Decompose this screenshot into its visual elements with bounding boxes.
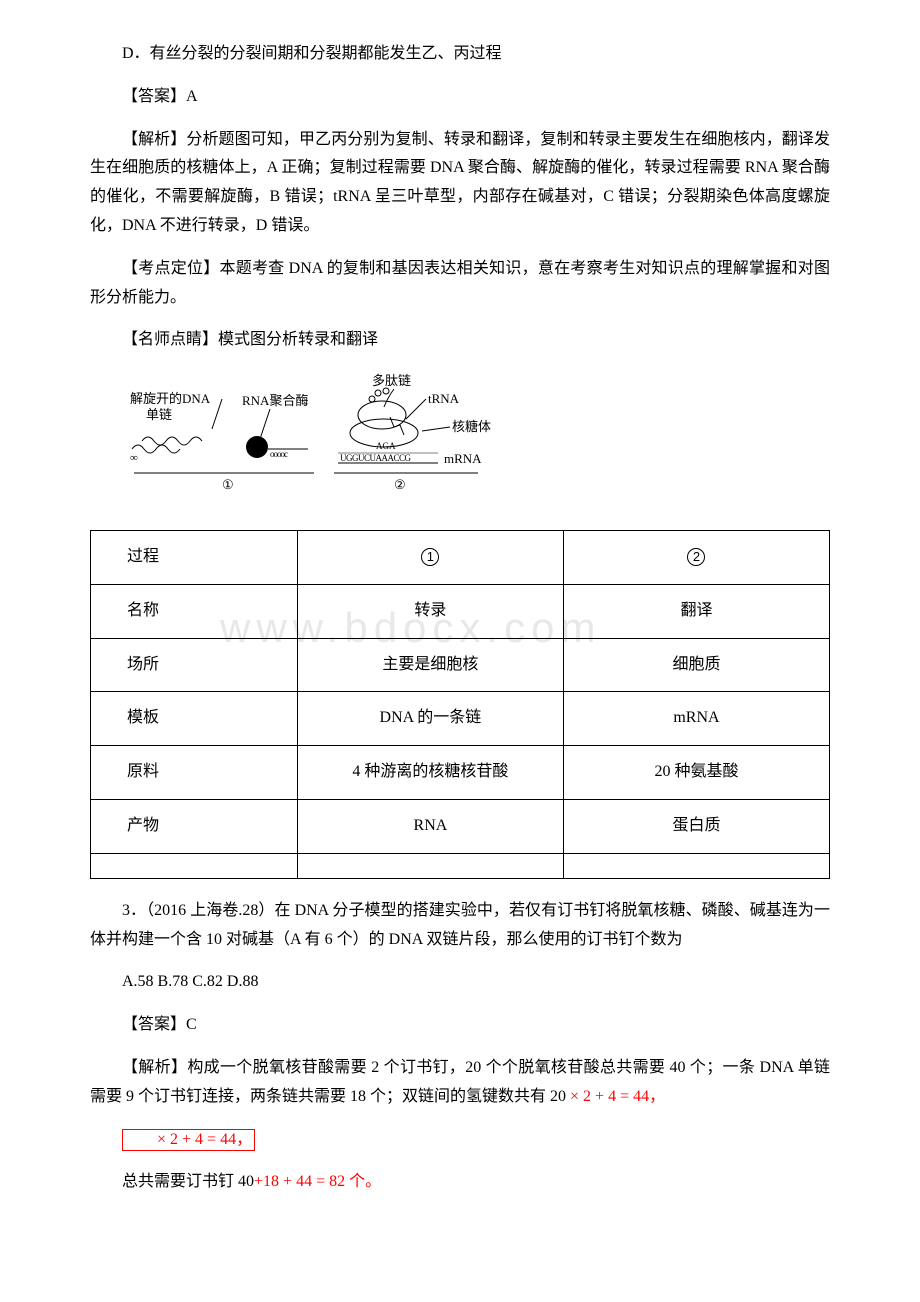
table-cell-col1: DNA 的一条链 <box>297 692 563 746</box>
teacher-note-para: 【名师点睛】模式图分析转录和翻译 <box>90 326 830 355</box>
table-cell-col1: 4 种游离的核糖核苷酸 <box>297 746 563 800</box>
table-row: 原料4 种游离的核糖核苷酸20 种氨基酸 <box>91 746 830 800</box>
svg-text:ooooc: ooooc <box>270 449 288 459</box>
label-unwound: 解旋开的DNA <box>130 391 211 406</box>
explanation-para: 【解析】分析题图可知，甲乙丙分别为复制、转录和翻译，复制和转录主要发生在细胞核内… <box>90 126 830 241</box>
table-row: 场所主要是细胞核细胞质 <box>91 638 830 692</box>
answer-line: 【答案】A <box>90 83 830 112</box>
label-ribosome: 核糖体 <box>452 419 491 434</box>
table-row: 过程12 <box>91 530 830 584</box>
table-cell-col2: 2 <box>563 530 829 584</box>
table-cell-header: 名称 <box>91 584 298 638</box>
q3-explanation: 【解析】构成一个脱氧核苷酸需要 2 个订书钉，20 个个脱氧核苷酸总共需要 40… <box>90 1054 830 1112</box>
table-cell-col2: 翻译 <box>563 584 829 638</box>
table-cell-header: 产物 <box>91 799 298 853</box>
option-d: D．有丝分裂的分裂间期和分裂期都能发生乙、丙过程 <box>90 40 830 69</box>
table-cell-col2: 蛋白质 <box>563 799 829 853</box>
table-cell-header <box>91 853 298 878</box>
math-repeat-line: × 2 + 4 = 44， <box>90 1126 830 1155</box>
label-polypeptide: 多肽链 <box>372 373 411 388</box>
table-cell-col1 <box>297 853 563 878</box>
label-mark-1: ① <box>222 477 234 492</box>
q3-options: A.58 B.78 C.82 D.88 <box>90 968 830 997</box>
label-codon1: AGA <box>376 441 396 451</box>
table-cell-header: 原料 <box>91 746 298 800</box>
table-cell-col2: mRNA <box>563 692 829 746</box>
table-row <box>91 853 830 878</box>
label-trna: tRNA <box>428 391 460 406</box>
label-mark-2: ② <box>394 477 406 492</box>
table-cell-col1: 转录 <box>297 584 563 638</box>
table-cell-col1: RNA <box>297 799 563 853</box>
table-cell-col2 <box>563 853 829 878</box>
comparison-table: 过程12名称转录翻译场所主要是细胞核细胞质模板DNA 的一条链mRNA原料4 种… <box>90 530 830 879</box>
biology-diagram: 解旋开的DNA 单链 RNA聚合酶 ∞ ooooc ① 多肽链 tRNA 核糖体… <box>122 369 830 520</box>
table-row: 名称转录翻译 <box>91 584 830 638</box>
q3-answer: 【答案】C <box>90 1011 830 1040</box>
label-single-strand: 单链 <box>146 407 172 422</box>
table-cell-col2: 细胞质 <box>563 638 829 692</box>
table-cell-col1: 1 <box>297 530 563 584</box>
table-row: 模板DNA 的一条链mRNA <box>91 692 830 746</box>
table-cell-header: 过程 <box>91 530 298 584</box>
table-cell-header: 模板 <box>91 692 298 746</box>
label-rna-poly: RNA聚合酶 <box>242 393 308 408</box>
table-cell-col2: 20 种氨基酸 <box>563 746 829 800</box>
q3-stem: 3．（2016 上海卷.28）在 DNA 分子模型的搭建实验中，若仅有订书钉将脱… <box>90 897 830 955</box>
table-row: 产物RNA蛋白质 <box>91 799 830 853</box>
table-cell-header: 场所 <box>91 638 298 692</box>
label-codon2: UGGUCUAAACCG <box>340 453 412 463</box>
point-fix-para: 【考点定位】本题考查 DNA 的复制和基因表达相关知识，意在考察考生对知识点的理… <box>90 255 830 313</box>
label-mrna: mRNA <box>444 451 482 466</box>
q3-final-line: 总共需要订书钉 40+18 + 44 = 82 个。 <box>90 1168 830 1197</box>
table-cell-col1: 主要是细胞核 <box>297 638 563 692</box>
svg-text:∞: ∞ <box>130 452 138 464</box>
